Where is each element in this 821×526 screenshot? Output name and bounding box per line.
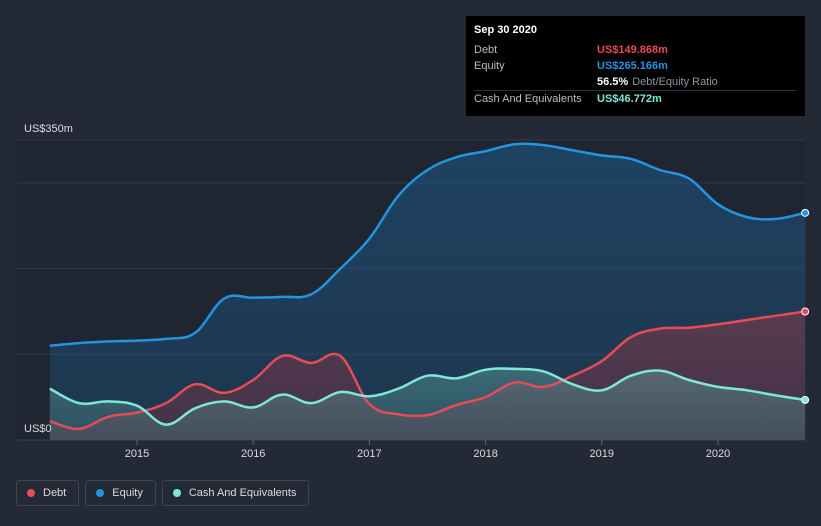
tooltip-ratio-value: 56.5% xyxy=(597,76,629,88)
tooltip-debt-row: Debt US$149.868m xyxy=(474,42,797,58)
tooltip-ratio-row: 56.5% Debt/Equity Ratio xyxy=(474,74,797,90)
x-tick-label: 2016 xyxy=(241,448,265,460)
equity-line xyxy=(49,142,806,347)
legend-item-cash[interactable]: Cash And Equivalents xyxy=(161,480,310,506)
x-axis-ticks: 2015 2016 2017 2018 2019 2020 xyxy=(125,440,730,460)
x-tick-label: 2015 xyxy=(125,448,149,460)
cash-and-equivalents-endpoint[interactable] xyxy=(801,395,810,404)
x-tick-label: 2019 xyxy=(590,448,614,460)
tooltip-cash-label: Cash And Equivalents xyxy=(474,93,582,105)
series-endpoints xyxy=(801,208,810,404)
legend: Debt Equity Cash And Equivalents xyxy=(16,480,310,506)
x-tick-label: 2017 xyxy=(357,448,381,460)
cash-and-equivalents-area xyxy=(49,368,806,440)
legend-dot-debt xyxy=(27,489,35,497)
y-axis-bottom-label: US$0 xyxy=(24,423,52,435)
tooltip: Sep 30 2020 Debt US$149.868m Equity US$2… xyxy=(466,16,805,116)
cash-and-equivalents-line xyxy=(49,367,806,426)
legend-item-debt[interactable]: Debt xyxy=(16,480,80,506)
legend-label-cash: Cash And Equivalents xyxy=(188,487,297,499)
y-axis-top-label: US$350m xyxy=(24,123,73,135)
debt-line xyxy=(49,310,806,431)
equity-endpoint[interactable] xyxy=(801,208,810,217)
tooltip-cash-row: Cash And Equivalents US$46.772m xyxy=(474,90,797,107)
legend-dot-cash xyxy=(172,489,181,497)
debt-endpoint[interactable] xyxy=(801,307,810,316)
legend-label-debt: Debt xyxy=(43,487,67,499)
legend-label-equity: Equity xyxy=(112,487,143,499)
x-tick-label: 2018 xyxy=(473,448,497,460)
tooltip-debt-value: US$149.868m xyxy=(597,44,668,56)
tooltip-equity-label: Equity xyxy=(474,60,505,72)
tooltip-equity-row: Equity US$265.166m xyxy=(474,58,797,74)
tooltip-date: Sep 30 2020 xyxy=(474,24,537,36)
tooltip-debt-label: Debt xyxy=(474,44,498,56)
x-tick-label: 2020 xyxy=(706,448,730,460)
tooltip-ratio-label: Debt/Equity Ratio xyxy=(632,76,718,88)
series-lines xyxy=(49,142,806,431)
tooltip-equity-value: US$265.166m xyxy=(597,60,668,72)
tooltip-cash-value: US$46.772m xyxy=(597,93,662,105)
legend-dot-equity xyxy=(96,489,105,497)
legend-item-equity[interactable]: Equity xyxy=(85,480,156,506)
series-areas xyxy=(49,143,806,440)
